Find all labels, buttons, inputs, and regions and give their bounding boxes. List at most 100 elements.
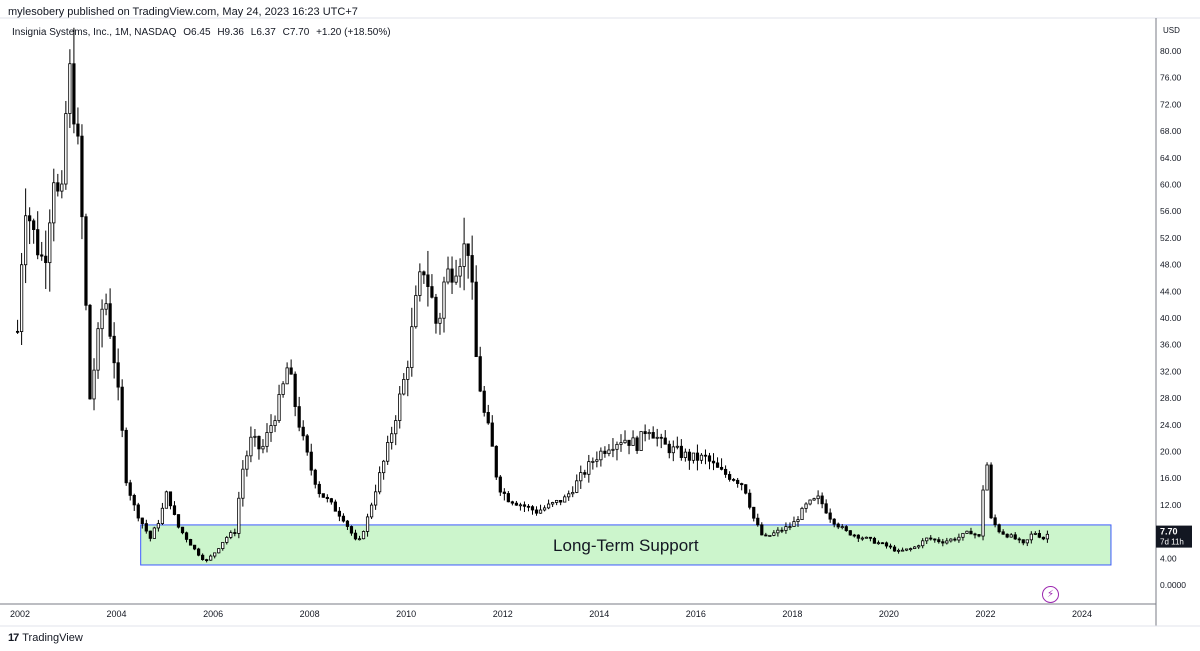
candle-body <box>494 445 498 478</box>
candle-body <box>824 503 828 514</box>
candle-body <box>792 521 796 527</box>
candle-body <box>180 526 185 534</box>
candle-body <box>430 286 434 298</box>
candle-body <box>723 468 728 475</box>
candle-body <box>687 451 691 461</box>
candle-body <box>225 537 229 543</box>
candle-body <box>997 524 1001 533</box>
candle-body <box>575 480 579 493</box>
candle-body <box>925 537 929 542</box>
candle-body <box>1005 533 1009 538</box>
candle-body <box>587 461 591 475</box>
candle-body <box>715 462 720 468</box>
candle-body <box>635 437 639 451</box>
candle-body <box>563 496 567 503</box>
y-tick-label: 4.00 <box>1160 553 1177 563</box>
candle-body <box>1029 533 1033 541</box>
candle-body <box>933 538 937 541</box>
candle-body <box>917 545 921 548</box>
candle-body <box>406 367 410 380</box>
candle-body <box>176 514 181 528</box>
candle-body <box>868 536 873 539</box>
candle-body <box>156 523 160 529</box>
candle-body <box>213 552 217 557</box>
price-tag <box>1156 525 1192 548</box>
candle-body <box>957 536 961 541</box>
candle-body <box>257 435 261 450</box>
candle-body <box>736 479 740 484</box>
candle-body <box>551 502 555 505</box>
candle-body <box>1045 533 1050 540</box>
candle-body <box>647 432 651 435</box>
candle-body <box>599 450 603 461</box>
support-zone-label: Long-Term Support <box>553 536 699 555</box>
candle-body <box>744 484 748 494</box>
candle-body <box>32 220 36 230</box>
candle-body <box>398 393 402 421</box>
ohlc-close: C7.70 <box>282 27 310 38</box>
candle-body <box>764 534 768 537</box>
candle-body <box>900 549 905 552</box>
y-tick-label: 20.00 <box>1160 447 1182 457</box>
tradingview-logo: 17 <box>8 632 19 644</box>
candle-body <box>579 472 583 482</box>
footer-brand: 17 TradingView <box>8 632 83 644</box>
candle-body <box>973 533 977 536</box>
candle-body <box>667 443 671 454</box>
candle-body <box>788 526 792 528</box>
candle-body <box>333 501 337 512</box>
candle-body <box>438 317 442 324</box>
candle-body <box>184 532 189 540</box>
candle-body <box>888 545 893 548</box>
candle-body <box>623 439 627 444</box>
candle-body <box>96 328 100 371</box>
candle-body <box>707 455 712 462</box>
candle-body <box>522 504 527 507</box>
candle-body <box>699 454 704 461</box>
candle-body <box>977 534 981 537</box>
candle-body <box>1013 534 1017 540</box>
candle-body <box>233 532 237 534</box>
candle-body <box>832 518 836 525</box>
x-tick-label: 2008 <box>300 609 320 619</box>
candle-body <box>905 548 909 551</box>
candle-body <box>784 526 788 531</box>
y-tick-label: 56.00 <box>1160 206 1182 216</box>
candle-body <box>15 330 20 333</box>
lightning-icon[interactable]: ⚡ <box>1042 586 1059 603</box>
candle-body <box>116 362 120 388</box>
candle-body <box>864 536 868 539</box>
candle-body <box>1033 533 1037 535</box>
candle-body <box>48 222 52 264</box>
candle-body <box>526 505 531 508</box>
candle-body <box>571 492 575 495</box>
candle-body <box>317 483 321 495</box>
candle-body <box>345 520 350 527</box>
candle-body <box>410 326 414 368</box>
candle-body <box>985 464 989 491</box>
candle-body <box>341 515 346 522</box>
candle-body <box>808 499 812 505</box>
candle-body <box>555 499 559 503</box>
candle-body <box>361 531 366 540</box>
candle-body <box>164 491 169 509</box>
candle-body <box>892 546 897 552</box>
candle-body <box>470 255 474 283</box>
candle-body <box>683 451 687 458</box>
candle-body <box>800 507 804 521</box>
candle-body <box>68 63 72 114</box>
candle-body <box>168 491 173 507</box>
candle-body <box>369 504 374 518</box>
y-tick-label: 48.00 <box>1160 260 1182 270</box>
candle-body <box>756 517 760 526</box>
candle-body <box>848 530 852 536</box>
symbol-name[interactable]: Insignia Systems, Inc., 1M, NASDAQ <box>12 27 177 38</box>
candle-body <box>108 303 112 337</box>
candle-body <box>732 479 736 481</box>
candle-body <box>422 271 426 276</box>
candle-body <box>896 549 901 552</box>
candle-body <box>691 452 696 461</box>
candle-body <box>132 494 136 506</box>
candle-body <box>1021 539 1025 544</box>
